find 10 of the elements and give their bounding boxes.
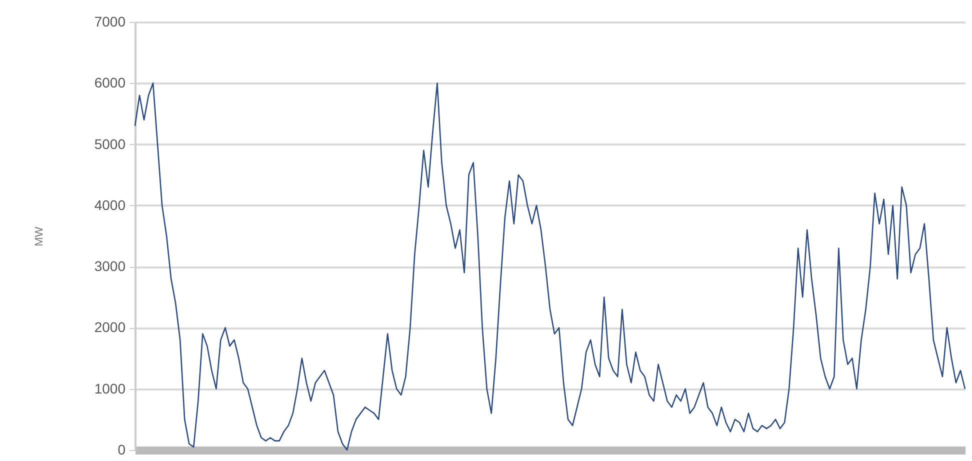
y-tick-label: 4000 [94, 196, 126, 213]
y-tick-label: 6000 [94, 74, 126, 91]
y-tick-label: 7000 [94, 14, 126, 30]
y-tick-label: 1000 [94, 380, 126, 396]
y-tick-label: 5000 [94, 136, 126, 152]
y-tick-label: 0 [118, 442, 126, 458]
y-tick-label: 2000 [94, 319, 126, 336]
line-series [134, 82, 966, 451]
y-tick-label: 3000 [94, 258, 126, 274]
y-axis-title: MW [33, 226, 46, 246]
